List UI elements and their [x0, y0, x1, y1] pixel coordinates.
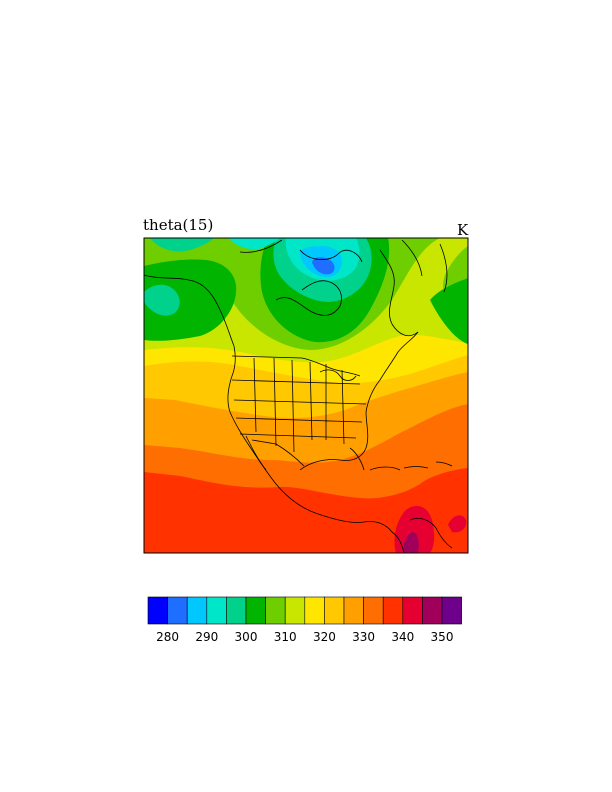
- colorbar-swatch: [167, 596, 188, 625]
- colorbar-swatch: [382, 596, 404, 625]
- colorbar-swatch: [441, 596, 462, 625]
- colorbar-swatch: [343, 596, 364, 625]
- colorbar-tick-label: 350: [431, 630, 454, 644]
- colorbar-tick-label: 280: [156, 630, 179, 644]
- colorbar-swatch: [324, 596, 345, 625]
- colorbar-swatch: [245, 596, 266, 625]
- colorbar-tick-label: 310: [274, 630, 297, 644]
- colorbar-swatch: [206, 596, 227, 625]
- band-285: [312, 257, 335, 275]
- colorbar-tick-label: 320: [313, 630, 336, 644]
- colorbar-swatch: [363, 596, 384, 625]
- colorbar-tick-label: 300: [235, 630, 258, 644]
- colorbar-swatch: [422, 596, 443, 625]
- colorbar-swatch: [284, 596, 306, 625]
- map-title: theta(15): [143, 216, 214, 234]
- colorbar-tick-label: 290: [195, 630, 218, 644]
- colorbar-tick-label: 340: [391, 630, 414, 644]
- colorbar-swatch: [402, 596, 423, 625]
- colorbar-swatch: [226, 596, 247, 625]
- coastlines: [144, 239, 453, 553]
- colorbar-swatch: [265, 596, 286, 625]
- colorbar-swatch: [304, 596, 325, 625]
- units-label: K: [457, 221, 469, 239]
- map-frame: [143, 237, 469, 554]
- colorbar-tick-label: 330: [352, 630, 375, 644]
- colorbar-swatch: [186, 596, 208, 625]
- colorbar-swatch: [147, 596, 168, 625]
- band-350: [403, 532, 419, 553]
